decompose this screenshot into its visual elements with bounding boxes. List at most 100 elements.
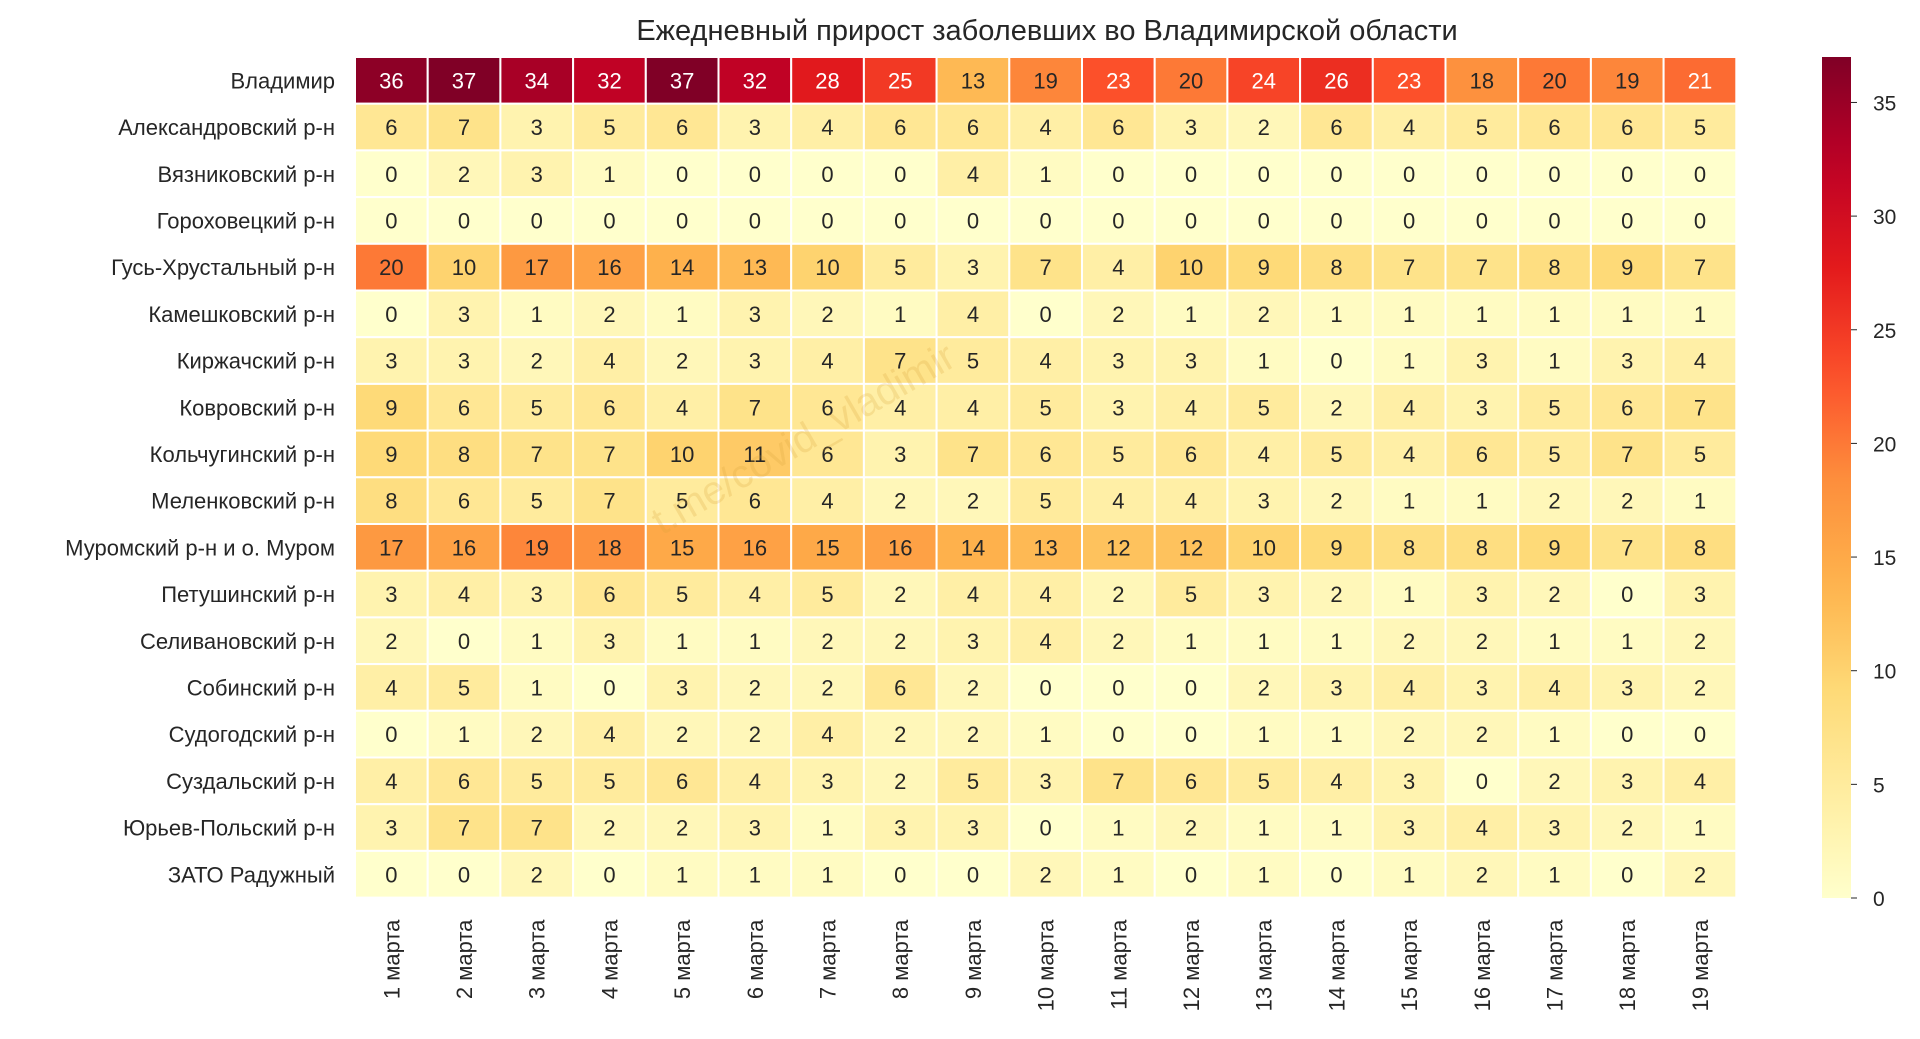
chart-title: Ежедневный прирост заболевших во Владими…: [636, 15, 1457, 47]
cell-value-label: 19: [1615, 68, 1639, 93]
heatmap-cell: [1517, 56, 1592, 105]
cell-value-label: 1: [1621, 302, 1633, 327]
heatmap-cell: [1299, 523, 1374, 572]
colorbar-tick-label: 25: [1873, 320, 1896, 343]
cell-value-label: 0: [1403, 208, 1415, 233]
heatmap-cell: [935, 803, 1011, 852]
cell-value-label: 6: [967, 115, 979, 140]
column-label: 15 марта: [1397, 919, 1422, 1012]
heatmap-cell: [1081, 149, 1156, 199]
cell-value-label: 5: [967, 349, 979, 374]
cell-value-label: 4: [1040, 115, 1052, 140]
cell-value-label: 0: [894, 162, 906, 187]
heatmap-cell: [1153, 476, 1229, 525]
heatmap-cell: [426, 102, 502, 152]
cell-value-label: 3: [967, 816, 979, 841]
colorbar-tick-label: 35: [1873, 92, 1896, 115]
heatmap-cell: [499, 523, 575, 572]
cell-value-label: 4: [749, 582, 761, 607]
cell-value-label: 1: [1548, 629, 1560, 654]
cell-value-label: 3: [749, 115, 761, 140]
cell-value-label: 1: [1185, 629, 1197, 654]
cell-value-label: 15: [670, 535, 694, 560]
heatmap-cell: [1153, 242, 1229, 292]
heatmap-cell: [1081, 429, 1156, 479]
row-label: Кольчугинский р-н: [150, 442, 335, 467]
cell-value-label: 6: [894, 115, 906, 140]
row-label: Юрьев-Польский р-н: [123, 816, 335, 841]
cell-value-label: 3: [458, 302, 470, 327]
heatmap-cell: [935, 476, 1011, 525]
heatmap-cell: [1226, 336, 1302, 385]
cell-value-label: 1: [1258, 722, 1270, 747]
cell-value-label: 6: [1621, 115, 1633, 140]
cell-value-label: 2: [1258, 115, 1270, 140]
column-label: 18 марта: [1615, 919, 1640, 1012]
cell-value-label: 11: [743, 442, 766, 467]
heatmap-cell: [862, 149, 938, 199]
cell-value-label: 5: [1258, 395, 1270, 420]
cell-value-label: 1: [1330, 816, 1342, 841]
heatmap-cell: [1226, 289, 1302, 339]
heatmap-cell: [1517, 663, 1592, 712]
heatmap-cell: [354, 289, 429, 339]
heatmap-cell: [1299, 429, 1374, 479]
cell-value-label: 0: [821, 208, 833, 233]
cell-value-label: 1: [676, 302, 688, 327]
cell-value-label: 7: [603, 489, 615, 514]
cell-value-label: 4: [385, 769, 397, 794]
heatmap-cell: [1008, 849, 1083, 899]
cell-value-label: 0: [1694, 722, 1706, 747]
cell-value-label: 13: [1033, 535, 1057, 560]
row-label: Вязниковский р-н: [158, 162, 335, 187]
cell-value-label: 1: [458, 722, 470, 747]
cell-value-label: 0: [385, 302, 397, 327]
heatmap-cell: [717, 382, 793, 432]
cell-value-label: 8: [1330, 255, 1342, 280]
heatmap-cell: [790, 382, 865, 432]
cell-value-label: 4: [894, 395, 906, 420]
cell-value-label: 0: [676, 208, 688, 233]
row-label: Петушинский р-н: [161, 582, 335, 607]
cell-value-label: 4: [1403, 442, 1415, 467]
cell-value-label: 3: [603, 629, 615, 654]
cell-value-label: 3: [1476, 675, 1488, 700]
cell-value-label: 0: [603, 208, 615, 233]
heatmap-cell: [1662, 196, 1738, 245]
cell-value-label: 1: [1548, 349, 1560, 374]
cell-value-label: 3: [749, 349, 761, 374]
row-label: Владимир: [230, 68, 335, 93]
cell-value-label: 17: [379, 535, 403, 560]
heatmap-cell: [1444, 196, 1520, 245]
heatmap-cell: [572, 102, 647, 152]
heatmap-cell: [1081, 382, 1156, 432]
cell-value-label: 2: [894, 582, 906, 607]
cell-value-label: 1: [1694, 489, 1706, 514]
cell-value-label: 4: [603, 349, 615, 374]
cell-value-label: 4: [967, 582, 979, 607]
cell-value-label: 34: [525, 68, 549, 93]
cell-value-label: 3: [531, 115, 543, 140]
heatmap-cell: [354, 476, 429, 525]
row-label: Муромский р-н и о. Муром: [65, 535, 335, 560]
cell-value-label: 2: [1112, 302, 1124, 327]
cell-value-label: 1: [1403, 862, 1415, 887]
cell-value-label: 1: [1548, 302, 1560, 327]
cell-value-label: 0: [1185, 722, 1197, 747]
heatmap-cell: [499, 289, 575, 339]
cell-value-label: 6: [458, 395, 470, 420]
cell-value-label: 2: [676, 722, 688, 747]
cell-value-label: 2: [821, 675, 833, 700]
cell-value-label: 16: [743, 535, 767, 560]
cell-value-label: 3: [1040, 769, 1052, 794]
heatmap-cell: [354, 102, 429, 152]
cell-value-label: 4: [1694, 349, 1706, 374]
cell-value-label: 2: [1548, 582, 1560, 607]
heatmap-cell: [1371, 756, 1447, 806]
cell-value-label: 19: [1033, 68, 1057, 93]
cell-value-label: 4: [749, 769, 761, 794]
colorbar-tick-label: 0: [1873, 888, 1885, 911]
cell-value-label: 1: [1330, 302, 1342, 327]
cell-value-label: 0: [1621, 208, 1633, 233]
